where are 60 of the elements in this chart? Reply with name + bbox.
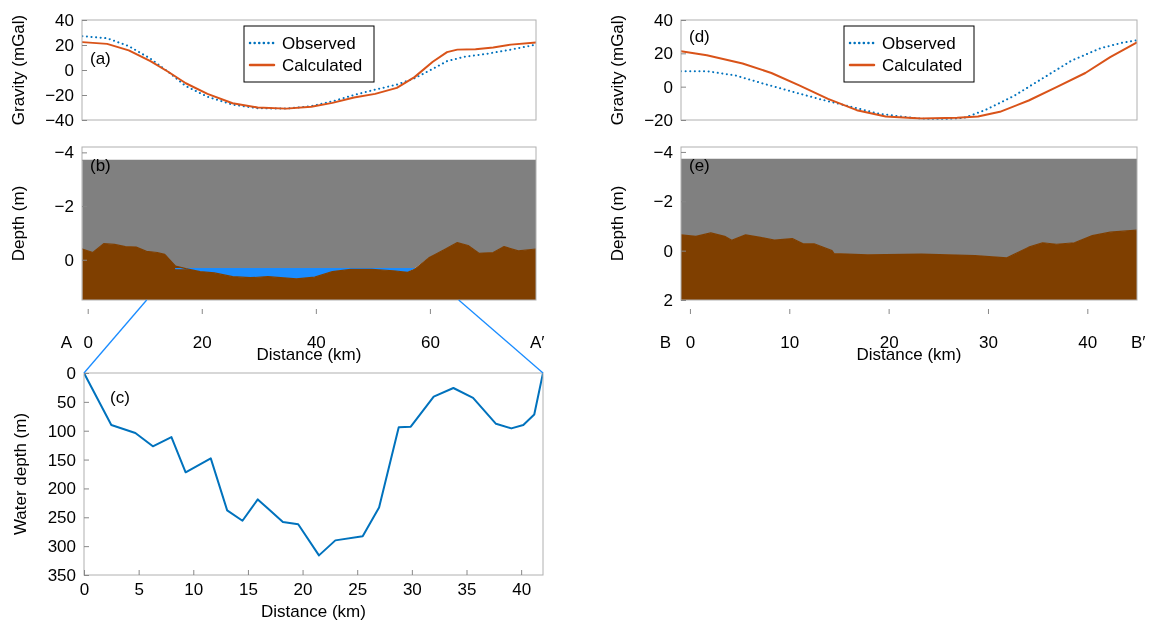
text: B′	[1131, 333, 1146, 352]
x-tick-label: 0	[685, 333, 696, 353]
x-tick-label: 0	[79, 580, 90, 600]
annotation: (e)	[689, 156, 710, 175]
annotation: (d)	[689, 27, 710, 46]
y-tick-label: 20	[55, 35, 74, 55]
x-axis-title: Distance (km)	[261, 602, 366, 621]
y-tick-label: 350	[47, 565, 76, 585]
x-tick-label: 30	[402, 580, 422, 600]
x-tick-label: 15	[238, 580, 258, 600]
annotation: (a)	[90, 49, 111, 68]
y-tick-label: 0	[64, 60, 74, 80]
y-tick-label: 50	[57, 392, 76, 412]
x-tick-label: 35	[457, 580, 477, 600]
y-tick-label: −2	[653, 192, 673, 212]
legend-label: Calculated	[882, 56, 963, 75]
x-tick-label: 40	[512, 580, 532, 600]
y-tick-label: 40	[654, 10, 673, 30]
x-tick-label: 20	[192, 333, 212, 353]
annotation: (c)	[110, 388, 130, 407]
y-axis-title: Gravity (mGal)	[9, 14, 28, 126]
y-tick-label: 0	[663, 241, 673, 261]
y-tick-label: −2	[54, 196, 74, 216]
y-tick-label: −20	[45, 85, 74, 105]
text: A′	[530, 333, 545, 352]
y-tick-label: 40	[55, 10, 74, 30]
y-axis-title: Gravity (mGal)	[608, 14, 627, 126]
line-series	[84, 373, 543, 557]
y-tick-label: 0	[64, 250, 74, 270]
y-tick-label: 0	[66, 363, 76, 383]
y-tick-label: −4	[54, 143, 74, 163]
y-tick-label: −20	[644, 110, 673, 130]
x-tick-label: 20	[293, 580, 313, 600]
y-tick-label: 150	[47, 450, 76, 470]
y-tick-label: 20	[654, 44, 673, 64]
y-tick-label: −4	[653, 142, 673, 162]
x-tick-label: 10	[780, 333, 800, 353]
y-tick-label: −40	[45, 110, 74, 130]
y-axis-title: Water depth (m)	[11, 412, 30, 536]
text: A	[60, 333, 73, 352]
x-tick-label: 60	[420, 333, 440, 353]
x-tick-label: 10	[184, 580, 204, 600]
x-tick-label: 40	[1078, 333, 1098, 353]
x-tick-label: 30	[979, 333, 998, 353]
y-tick-label: 2	[663, 290, 673, 310]
x-tick-label: 25	[348, 580, 368, 600]
y-axis-title: Depth (m)	[608, 185, 627, 262]
text: B	[659, 333, 671, 352]
legend-label: Observed	[282, 34, 356, 53]
y-tick-label: 300	[47, 537, 76, 557]
annotation: (b)	[90, 156, 111, 175]
legend-label: Calculated	[282, 56, 363, 75]
y-tick-label: 250	[47, 508, 76, 528]
y-tick-label: 200	[47, 479, 76, 499]
x-tick-label: 0	[83, 333, 93, 353]
y-tick-label: 0	[663, 77, 673, 97]
y-axis-title: Depth (m)	[9, 185, 28, 262]
x-tick-label: 5	[134, 580, 144, 600]
legend-label: Observed	[882, 34, 956, 53]
y-tick-label: 100	[47, 421, 76, 441]
